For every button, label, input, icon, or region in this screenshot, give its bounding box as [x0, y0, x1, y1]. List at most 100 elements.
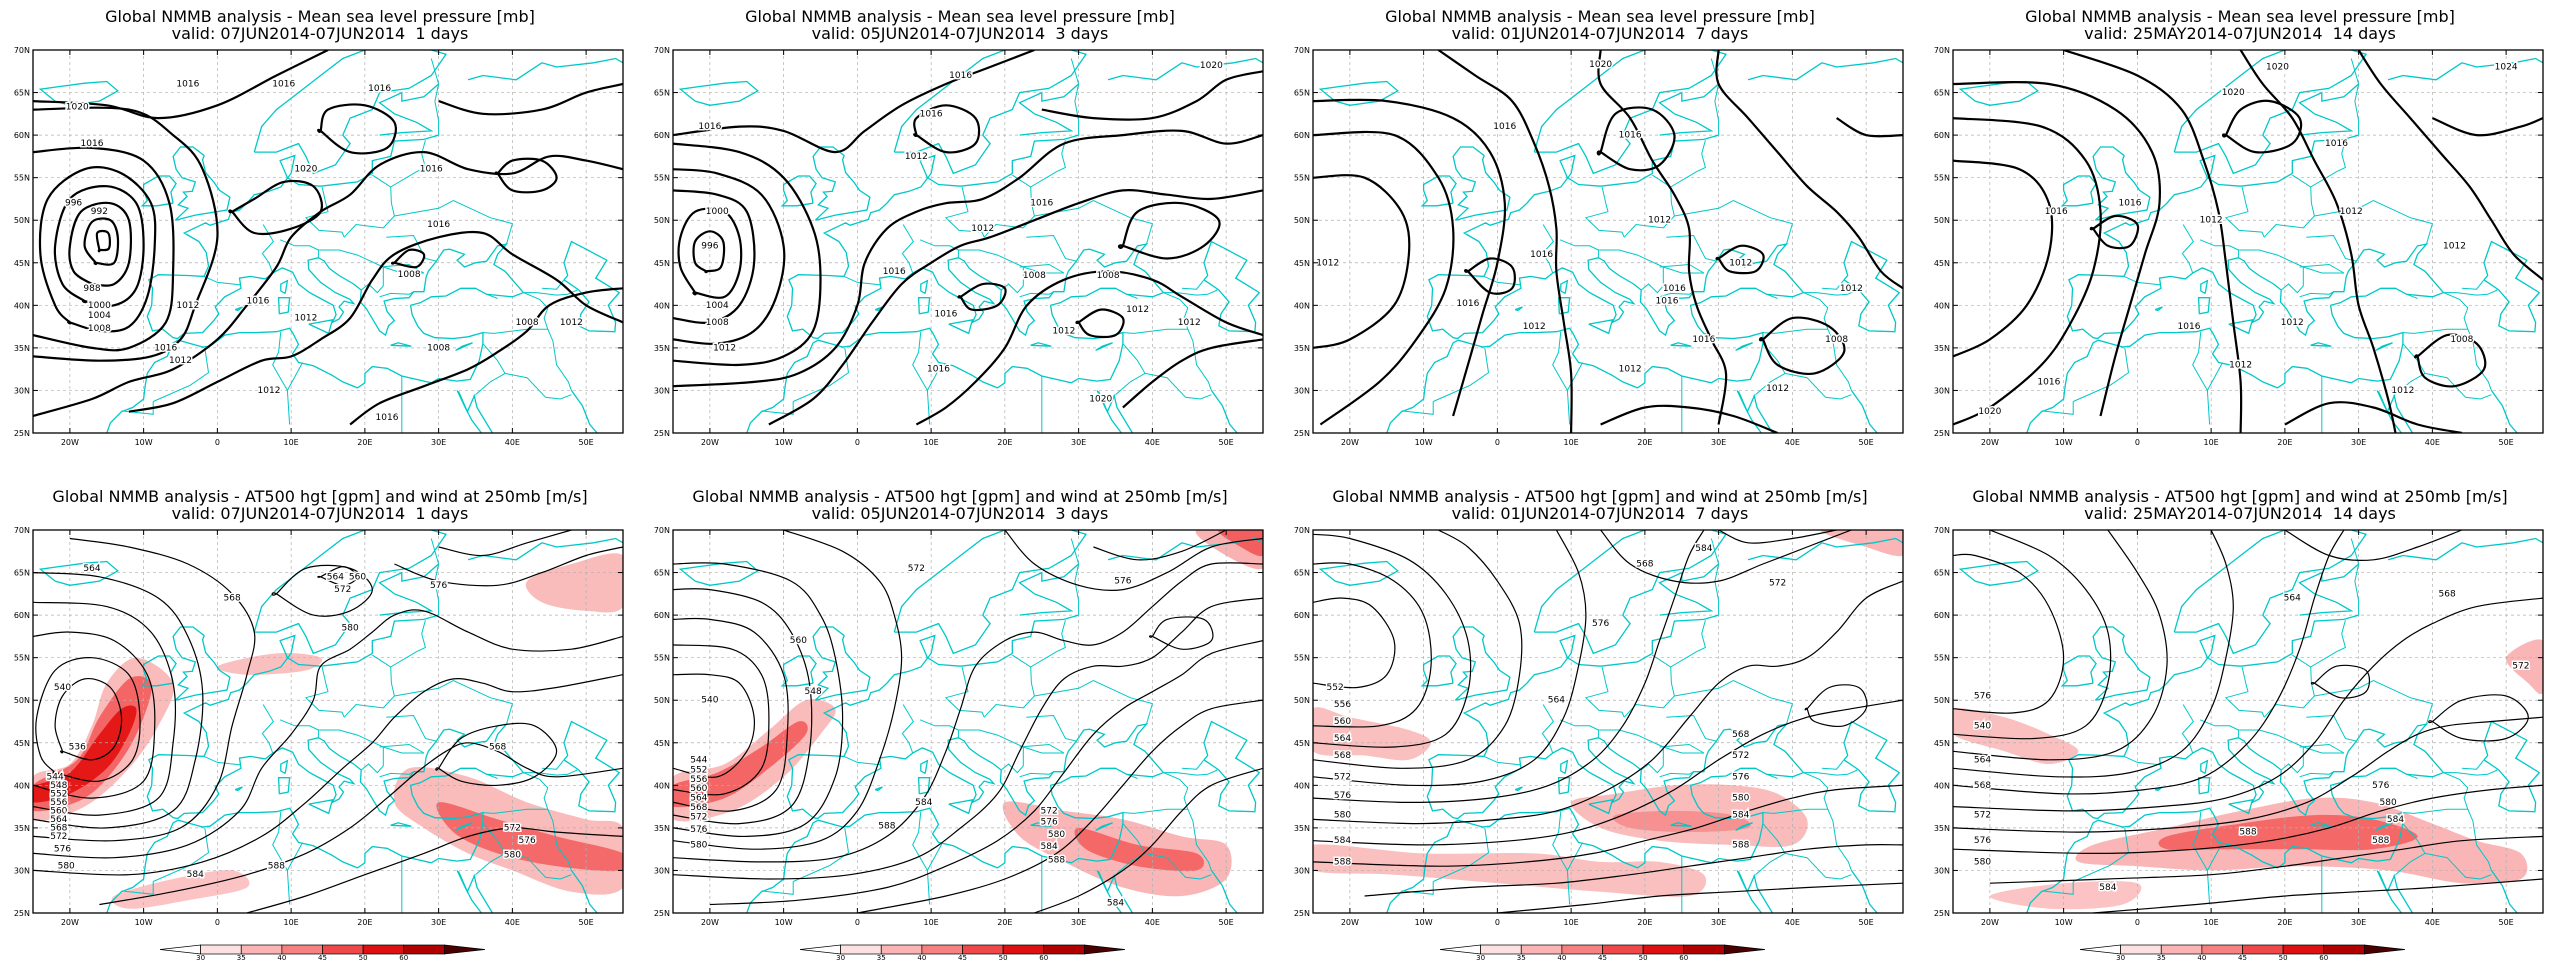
contour-label: 1012 [971, 224, 994, 234]
colorbar-swatch [880, 944, 923, 955]
border-line [523, 769, 578, 776]
border-line [386, 234, 437, 262]
coastline [1533, 530, 1728, 655]
coastline [2228, 318, 2254, 335]
isobar [95, 229, 111, 253]
contour-label: 1016 [368, 84, 391, 94]
x-tick-label: 20E [357, 438, 372, 447]
contour-label: 588 [268, 862, 285, 872]
border-line [152, 347, 210, 402]
contour-label: 1012 [1840, 284, 1863, 294]
contour-label: 572 [334, 585, 351, 595]
colorbar-swatch [2364, 944, 2406, 955]
border-line [1827, 809, 1852, 871]
contour-label: 1008 [516, 318, 539, 328]
colorbar-swatch [2323, 944, 2365, 955]
border-line [1598, 729, 1664, 774]
contour-label: 576 [1592, 619, 1609, 629]
border-line [919, 239, 959, 258]
x-tick-label: 10E [284, 918, 299, 927]
panel-title: Global NMMB analysis - Mean sea level pr… [2025, 7, 2455, 26]
z500-7d-panel: Global NMMB analysis - AT500 hgt [gpm] a… [1280, 480, 1920, 960]
coastline [1097, 391, 1116, 414]
height-contour [33, 572, 204, 829]
y-tick-label: 25N [1294, 909, 1310, 918]
contour-label: 564 [50, 815, 67, 825]
y-tick-label: 40N [654, 301, 670, 310]
isobar [2239, 50, 2397, 433]
contour-label: 1012 [2229, 360, 2252, 370]
contour-label: 540 [54, 683, 71, 693]
coastline [608, 43, 623, 46]
coastline [2197, 777, 2211, 795]
y-tick-label: 50N [654, 216, 670, 225]
height-contour [673, 644, 770, 796]
jet-shading [2506, 639, 2543, 695]
contour-label: 1016 [2178, 322, 2201, 332]
border-line [2192, 331, 2208, 391]
coastline [473, 874, 494, 913]
contour-label: 572 [1769, 578, 1786, 588]
border-line [2192, 811, 2208, 871]
coastline [1737, 871, 1756, 894]
coastline [563, 720, 621, 813]
border-line [390, 620, 426, 668]
coastline [1386, 614, 1805, 913]
border-line [2181, 224, 2195, 274]
border-line [1566, 362, 1583, 425]
height-contour [435, 722, 558, 787]
height-contour [1004, 530, 1263, 592]
x-tick-label: 10E [2204, 438, 2219, 447]
isobar [349, 287, 623, 426]
border-line [912, 331, 928, 391]
height-contour [33, 674, 623, 876]
height-contour [54, 678, 123, 761]
isobar [1122, 338, 1263, 409]
coastline [1888, 523, 1903, 526]
contour-label: 584 [2099, 883, 2116, 893]
height-contour [1313, 530, 1587, 787]
border-line [318, 729, 384, 774]
border-line [1181, 759, 1205, 770]
height-contour [394, 546, 623, 587]
x-tick-label: 10E [1564, 918, 1579, 927]
height-contour [1313, 533, 1472, 748]
coastline [1670, 822, 1692, 827]
border-line [1663, 746, 1704, 754]
coastline [2375, 822, 2393, 831]
border-line [1666, 714, 1717, 742]
panel-valid-period: valid: 05JUN2014-07JUN2014 3 days [811, 24, 1109, 43]
border-line [1019, 743, 1065, 754]
contour-label: 584 [1695, 544, 1712, 554]
border-line [2238, 729, 2304, 774]
coastline [1113, 874, 1134, 913]
coastline [1452, 626, 1511, 701]
colorbar-label: 30 [2116, 954, 2125, 962]
height-contour [1953, 530, 2112, 740]
y-tick-label: 40N [14, 301, 30, 310]
y-tick-label: 55N [1934, 174, 1950, 183]
map-body: 1020 1016 1016 1016 1012 1012 1016 1016 1012 1016… [1313, 50, 1903, 433]
colorbar-swatch [799, 944, 841, 955]
panel-valid-period: valid: 01JUN2014-07JUN2014 7 days [1451, 504, 1749, 523]
border-line [1023, 746, 1064, 754]
y-tick-label: 60N [1294, 611, 1310, 620]
coastline [1018, 563, 1080, 616]
isobar [677, 207, 743, 299]
map-frame: 1020 1016 1016 1016 1012 1012 1016 1016 1012 1016… [1294, 46, 1904, 447]
border-line [1598, 249, 1664, 294]
coastline [38, 560, 119, 586]
border-line [379, 291, 414, 298]
colorbar-swatch [200, 944, 242, 955]
border-line [1070, 58, 1080, 136]
border-line [1541, 224, 1555, 274]
y-tick-label: 55N [1294, 654, 1310, 663]
contour-label: 1012 [2281, 318, 2304, 328]
contour-label: 584 [1334, 836, 1351, 846]
border-line [1023, 266, 1064, 274]
height-contour [1600, 530, 1852, 584]
colorbar-swatches [159, 944, 486, 955]
y-tick-label: 45N [1934, 739, 1950, 748]
x-tick-label: 0 [2135, 438, 2140, 447]
x-tick-label: 10E [924, 438, 939, 447]
